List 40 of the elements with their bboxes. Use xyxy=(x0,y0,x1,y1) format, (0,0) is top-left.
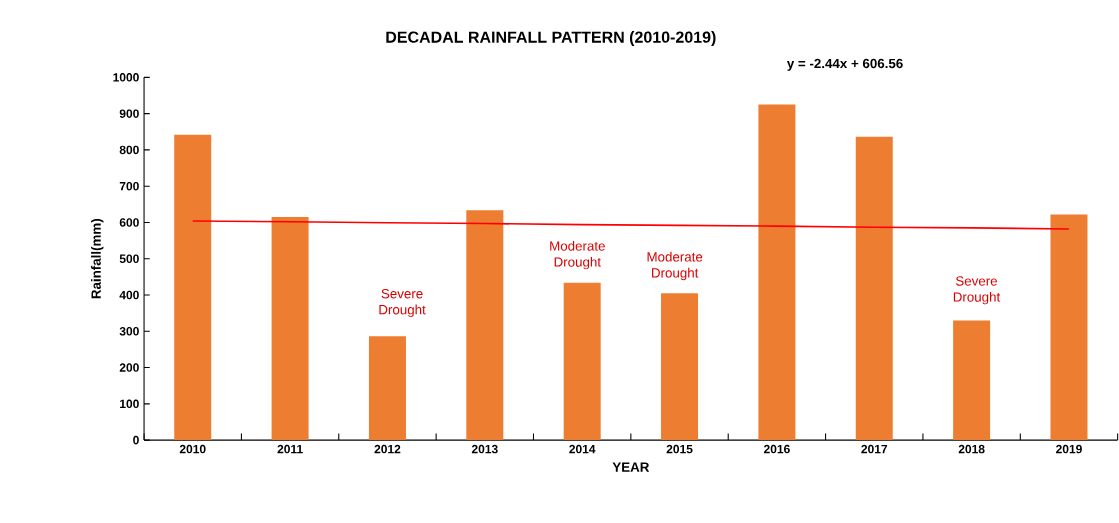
x-tick-label: 2018 xyxy=(958,444,985,454)
y-tick-label: 300 xyxy=(119,327,139,336)
line-series xyxy=(191,220,1070,230)
x-tick-label: 2013 xyxy=(471,444,498,454)
annotation: Severe Drought xyxy=(953,276,1001,305)
bar xyxy=(563,282,601,441)
y-tick-label: 0 xyxy=(133,435,139,445)
y-tick-label: 200 xyxy=(119,363,139,372)
annotation: Moderate Drought xyxy=(647,251,703,281)
x-tick-label: 2012 xyxy=(374,444,401,454)
x-tick-label: 2011 xyxy=(277,444,303,454)
bar xyxy=(855,136,893,441)
y-tick-label: 700 xyxy=(119,182,139,191)
x-tick-label: 2014 xyxy=(569,444,596,454)
x-tick-label: 2015 xyxy=(666,444,693,454)
bar xyxy=(174,134,212,441)
x-axis-title: YEAR xyxy=(612,462,650,472)
bar xyxy=(758,104,796,441)
bar xyxy=(953,320,991,441)
annotation: Severe Drought xyxy=(379,289,426,318)
bar xyxy=(661,293,699,441)
bar xyxy=(466,210,504,441)
chart-title: DECADAL RAINFALL PATTERN (2010-2019) xyxy=(386,31,716,47)
bar xyxy=(271,217,309,441)
y-tick-label: 900 xyxy=(119,109,139,118)
y-tick-label: 400 xyxy=(119,290,139,300)
bar xyxy=(1050,214,1088,441)
annotation: Moderate Drought xyxy=(550,240,605,270)
x-tick-label: 2019 xyxy=(1056,444,1082,454)
y-tick-label: 1000 xyxy=(113,73,139,82)
y-axis-title: Rainfall(mm) xyxy=(91,219,104,299)
text: y = -2.44x + 606.56 xyxy=(786,58,903,71)
bar xyxy=(368,336,406,441)
x-tick-label: 2010 xyxy=(179,444,206,454)
y-tick-label: 600 xyxy=(119,218,139,227)
x-tick-label: 2017 xyxy=(861,444,888,454)
y-tick-label: 500 xyxy=(119,254,139,264)
y-tick-label: 100 xyxy=(120,399,139,409)
x-tick-label: 2016 xyxy=(763,444,790,454)
y-tick-label: 800 xyxy=(119,145,139,155)
